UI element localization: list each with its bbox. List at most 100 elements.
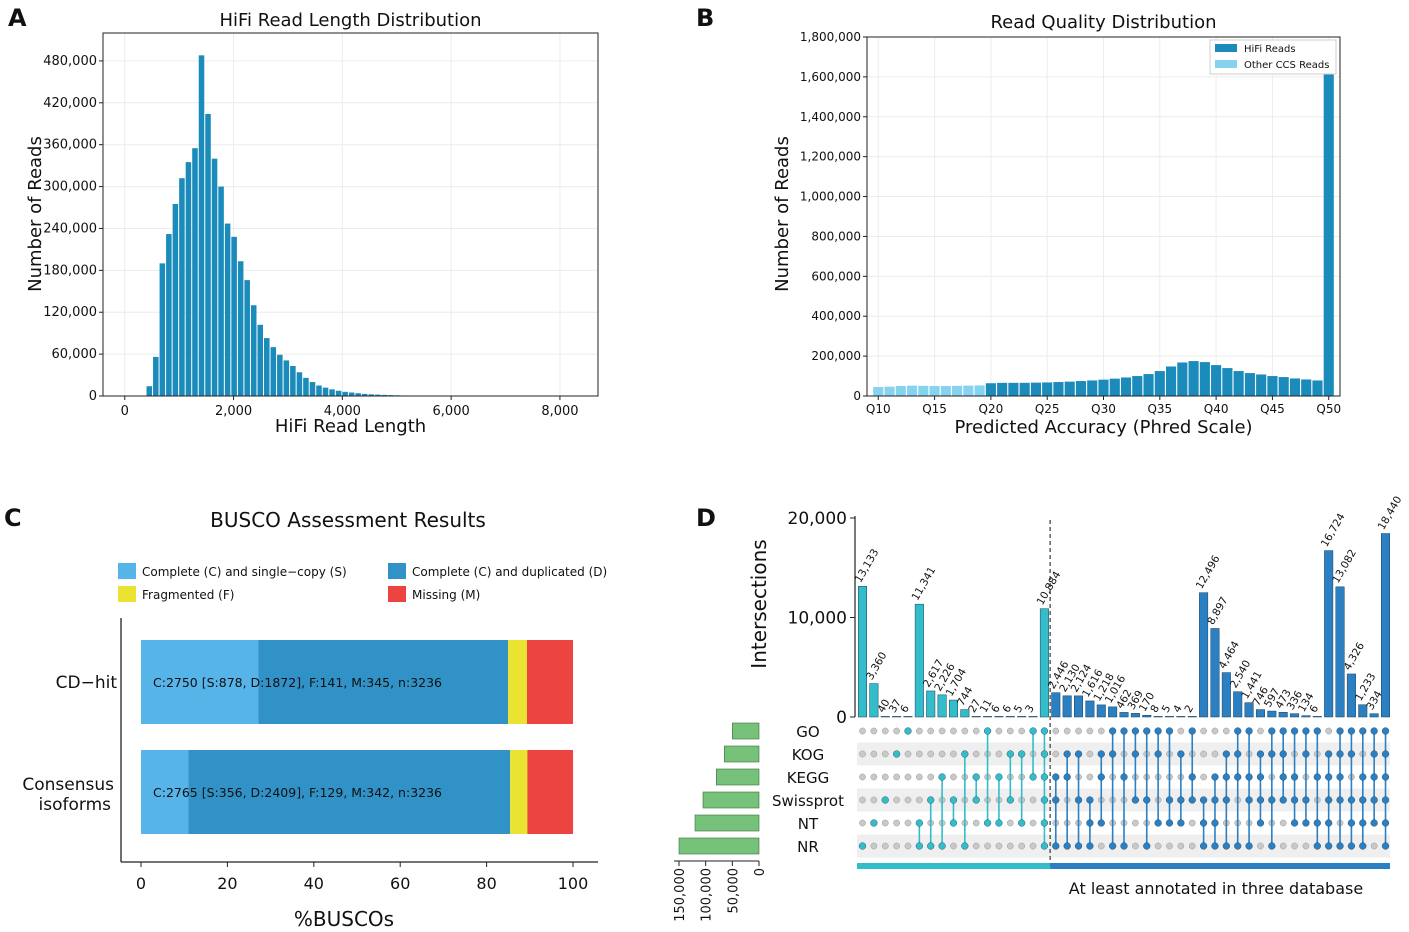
set-axis-label: 0 — [753, 868, 768, 876]
bar — [368, 394, 374, 396]
matrix-dot-empty — [1279, 842, 1287, 850]
bar — [1188, 361, 1199, 396]
set-axis-label: 150,000 — [673, 868, 688, 922]
matrix-dot-empty — [1086, 750, 1094, 758]
x-axis-label: Predicted Accuracy (Phred Scale) — [954, 417, 1252, 438]
bar-value-label: 8 — [1148, 703, 1162, 715]
intersection-bar — [1187, 716, 1197, 718]
matrix-dot-empty — [1200, 773, 1207, 781]
bar — [1143, 374, 1154, 396]
intersection-bar — [1233, 691, 1243, 718]
set-size-bar — [694, 814, 760, 832]
matrix-dot-filled — [1245, 773, 1253, 781]
matrix-dot-filled — [1347, 796, 1356, 804]
bar — [1098, 379, 1109, 396]
matrix-dot-filled — [1063, 750, 1071, 758]
y-tick-label: 240,000 — [43, 221, 97, 236]
matrix-dot-filled — [1347, 750, 1356, 758]
bar — [198, 55, 205, 396]
matrix-dot-filled — [1222, 842, 1230, 850]
bar-value-label: 3,360 — [864, 650, 889, 682]
bar-value-label: 13,082 — [1330, 548, 1359, 586]
x-tick-label: 20 — [217, 874, 237, 893]
matrix-dot-filled — [1143, 796, 1151, 804]
matrix-dot-empty — [870, 796, 878, 804]
set-label: GO — [796, 723, 819, 741]
group-bar-right — [1050, 863, 1390, 869]
intersection-bar — [1119, 712, 1129, 718]
legend-swatch-hifi — [1215, 44, 1237, 52]
bar — [1075, 381, 1087, 396]
matrix-dot-filled — [1245, 842, 1253, 850]
bar — [290, 365, 296, 396]
matrix-dot-empty — [870, 750, 878, 758]
matrix-dot-empty — [1257, 727, 1264, 735]
intersection-bar — [1369, 713, 1379, 718]
x-tick-label: 0 — [121, 404, 129, 419]
matrix-dot-filled — [1381, 796, 1390, 804]
intersection-bar — [1346, 673, 1356, 718]
stacked-segment — [510, 750, 528, 834]
bar-value-label: 3 — [1023, 703, 1037, 715]
matrix-dot-empty — [881, 819, 889, 827]
bar-value-label: 37 — [887, 697, 904, 715]
x-tick-label: 40 — [304, 874, 324, 893]
matrix-dot-filled — [1268, 750, 1276, 758]
bar — [237, 261, 244, 396]
bar — [1323, 52, 1334, 396]
matrix-dot-empty — [904, 842, 912, 850]
y-tick-label: 0 — [836, 708, 847, 728]
matrix-dot-filled — [1143, 842, 1151, 850]
bar — [296, 372, 303, 396]
matrix-dot-filled — [1325, 773, 1333, 781]
intersection-bar — [994, 716, 1004, 718]
matrix-dot-filled — [961, 750, 969, 758]
intersection-bar — [1358, 704, 1368, 718]
set-label: NR — [797, 838, 819, 856]
bar — [873, 387, 884, 396]
matrix-dot-empty — [1211, 750, 1219, 758]
bar — [159, 263, 166, 396]
matrix-dot-empty — [972, 842, 980, 850]
matrix-dot-filled — [1359, 819, 1367, 827]
stacked-segment — [258, 640, 509, 724]
matrix-dot-empty — [1052, 727, 1060, 735]
matrix-dot-filled — [1052, 773, 1060, 781]
y-tick-label: 300,000 — [43, 180, 97, 195]
matrix-dot-empty — [927, 727, 935, 735]
bar — [146, 386, 153, 396]
bar — [218, 186, 224, 396]
set-size-bar — [732, 722, 760, 740]
matrix-dot-filled — [983, 727, 992, 735]
bar — [1312, 380, 1323, 396]
category-label: CD−hit — [56, 673, 118, 693]
matrix-dot-empty — [893, 819, 900, 827]
intersection-bar — [869, 683, 879, 718]
x-tick-label: 2,000 — [215, 404, 252, 419]
matrix-dot-filled — [1347, 842, 1356, 850]
matrix-dot-empty — [859, 796, 866, 804]
matrix-dot-filled — [1040, 750, 1049, 758]
matrix-dot-filled — [1165, 796, 1174, 804]
bar-value-label: 40 — [875, 697, 892, 715]
x-axis-label: HiFi Read Length — [275, 416, 426, 437]
matrix-dot-filled — [1347, 727, 1356, 735]
bar — [211, 158, 218, 396]
legend-label: Complete (C) and single−copy (S) — [142, 565, 347, 579]
bar-value-label: 6 — [898, 703, 912, 715]
matrix-dot-filled — [1177, 819, 1185, 827]
bar — [316, 385, 322, 396]
matrix-dot-filled — [1370, 819, 1378, 827]
bar — [309, 382, 316, 396]
matrix-dot-filled — [1370, 773, 1378, 781]
matrix-dot-empty — [893, 727, 900, 735]
matrix-dot-empty — [1086, 727, 1094, 735]
matrix-dot-filled — [1268, 842, 1276, 850]
chart-title: HiFi Read Length Distribution — [219, 10, 481, 31]
bar — [244, 280, 250, 396]
bar-annotation: C:2765 [S:356, D:2409], F:129, M:342, n:… — [153, 785, 442, 800]
matrix-dot-empty — [904, 773, 912, 781]
matrix-dot-empty — [1029, 842, 1037, 850]
matrix-dot-empty — [916, 727, 923, 735]
group-bar-left — [857, 863, 1051, 869]
